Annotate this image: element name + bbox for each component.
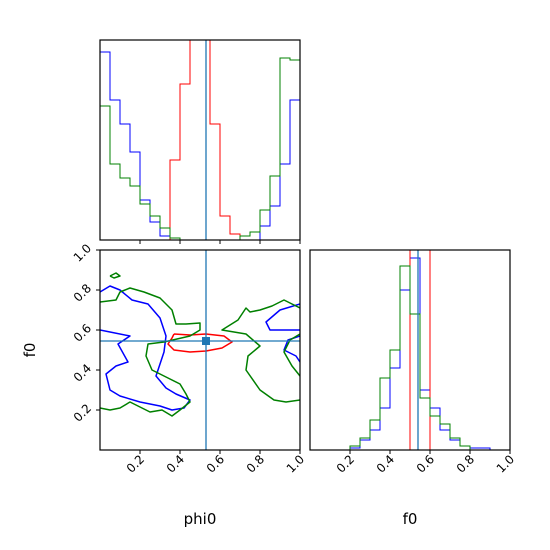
joint-x-tick-label-1: 0.4	[164, 452, 187, 475]
x-axis-label-phi0: phi0	[184, 510, 217, 528]
joint-frame	[99, 249, 301, 451]
joint-truth-marker	[202, 337, 210, 345]
x-axis-label-f0: f0	[403, 510, 418, 528]
joint-x-tick-label-0: 0.2	[124, 452, 147, 475]
f0-hist-series-3	[310, 265, 510, 451]
joint-y-tick-label-1: 0.4	[71, 361, 94, 384]
phi0-marginal-histogram	[99, 39, 301, 244]
contour-line-2	[265, 303, 300, 331]
joint-x-tick-label-4: 1.0	[284, 452, 307, 475]
phi0-f0-contour-plot: 0.2 0.4 0.6 0.8 1.0 0.2 0.4 0.6 0.8 1.0	[71, 241, 307, 475]
contour-line-3	[283, 335, 300, 363]
contour-line-4	[167, 333, 233, 353]
contour-line-6	[100, 287, 201, 417]
contour-line-8	[283, 333, 300, 377]
contour-line-7	[221, 299, 300, 403]
contour-line-5	[109, 272, 121, 279]
f0-marginal-histogram: 0.2 0.4 0.6 0.8 1.0	[309, 249, 517, 476]
joint-y-tick-label-2: 0.6	[71, 321, 94, 344]
joint-y-tick-label-3: 0.8	[71, 281, 94, 304]
joint-x-tick-label-3: 0.8	[244, 452, 267, 475]
joint-y-tick-label-4: 1.0	[71, 241, 94, 264]
f0-hist-x-tick-label-2: 0.6	[414, 452, 437, 475]
y-axis-label-f0: f0	[21, 343, 39, 358]
f0-hist-x-tick-label-1: 0.4	[374, 452, 397, 475]
joint-y-tick-label-0: 0.2	[71, 401, 94, 424]
f0-hist-x-tick-label-0: 0.2	[334, 452, 357, 475]
phi0-hist-series-1	[100, 46, 301, 241]
contour-line-1	[100, 285, 191, 411]
f0-hist-frame	[309, 249, 511, 451]
joint-x-tick-label-2: 0.6	[204, 452, 227, 475]
f0-hist-x-tick-label-4: 1.0	[494, 452, 517, 475]
f0-hist-x-tick-label-3: 0.8	[454, 452, 477, 475]
phi0-hist-frame	[99, 39, 301, 241]
